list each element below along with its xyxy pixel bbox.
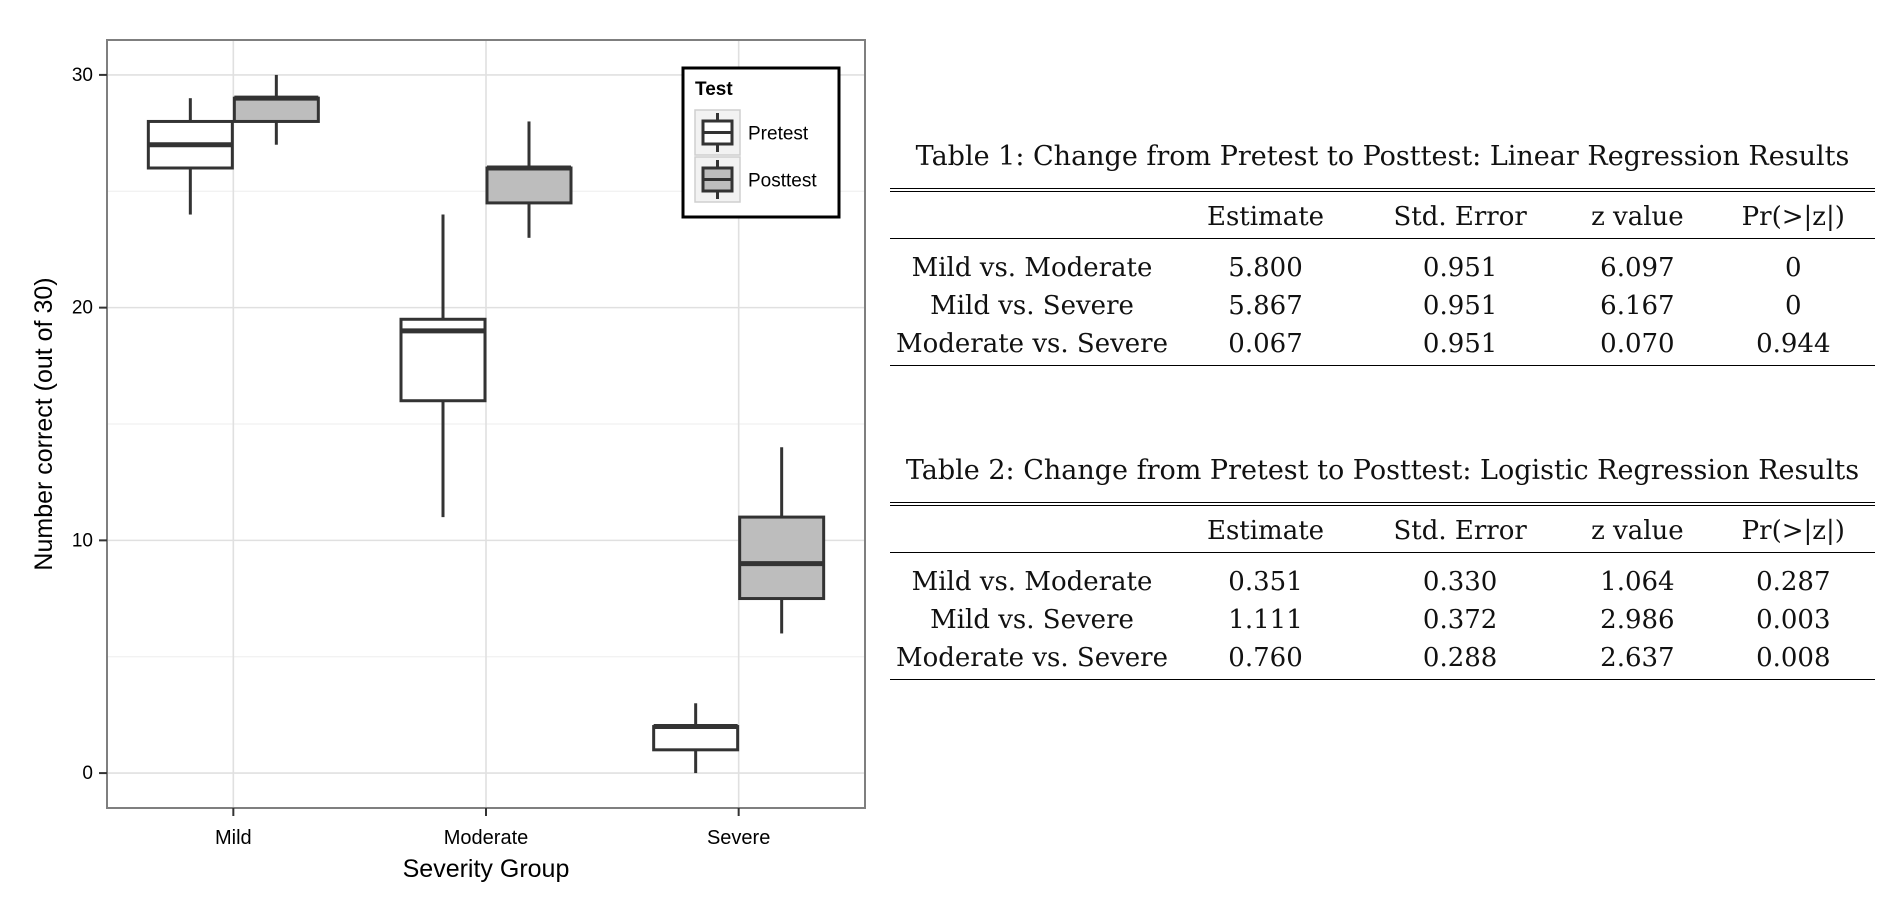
legend-entry-posttest: Posttest <box>694 156 817 203</box>
box-pretest-severe <box>652 703 740 774</box>
x-tick-label: Moderate <box>444 827 529 849</box>
table-cell: 6.167 <box>1600 291 1675 321</box>
box-posttest-severe <box>738 447 826 634</box>
table-row: Mild vs. Severe 1.111 0.372 2.986 0.003 <box>890 601 1875 639</box>
row-label: Moderate vs. Severe <box>896 643 1168 673</box>
table-cell: 6.097 <box>1600 253 1675 283</box>
row-label: Mild vs. Severe <box>930 605 1134 635</box>
legend-entry-pretest: Pretest <box>694 109 809 156</box>
table-cell: 0.287 <box>1756 567 1831 597</box>
table-cell: 0.351 <box>1228 567 1303 597</box>
header-cell: Estimate <box>1206 516 1325 546</box>
box-pretest-mild <box>146 98 234 215</box>
table-cell: 2.637 <box>1600 643 1675 673</box>
axes: 0 10 20 30 Mild Moderate Severe <box>72 65 770 849</box>
header-cell <box>890 190 1174 239</box>
header-cell: Pr(>|z|) <box>1741 516 1845 546</box>
box-body <box>232 96 320 123</box>
y-axis-label: Number correct (out of 30) <box>30 277 58 570</box>
table-cell: 0.288 <box>1422 643 1498 673</box>
results-table: Estimate Std. Error z value Pr(>|z|) Mil… <box>890 188 1875 366</box>
y-tick-label: 10 <box>72 530 93 551</box>
table-cell: 0 <box>1785 291 1802 321</box>
box-pretest-moderate <box>399 214 487 518</box>
table-cell: 0.944 <box>1756 329 1831 359</box>
y-tick-label: 0 <box>82 763 93 784</box>
header-cell: z value <box>1591 202 1684 232</box>
header-cell: Std. Error <box>1393 202 1527 232</box>
row-label: Mild vs. Moderate <box>911 253 1153 283</box>
table-row: Mild vs. Moderate 5.800 0.951 6.097 0 <box>890 239 1875 288</box>
table-cell: 5.800 <box>1228 253 1303 283</box>
table-cell: 0.372 <box>1422 605 1498 635</box>
table-cell: 0.070 <box>1600 329 1675 359</box>
header-cell: z value <box>1591 516 1684 546</box>
table-row: Moderate vs. Severe 0.760 0.288 2.637 0.… <box>890 639 1875 680</box>
y-tick-label: 20 <box>72 298 93 319</box>
table-cell: 5.867 <box>1228 291 1303 321</box>
table-cell: 0.760 <box>1228 643 1303 673</box>
box-body <box>738 515 826 601</box>
table-header-row: Estimate Std. Error z value Pr(>|z|) <box>890 504 1875 553</box>
box-posttest-moderate <box>485 121 573 238</box>
legend-label: Posttest <box>748 171 817 192</box>
x-tick-label: Severe <box>707 827 770 849</box>
legend-title: Test <box>695 79 733 100</box>
table-caption: Table 1: Change from Pretest to Posttest… <box>915 141 1850 172</box>
row-label: Mild vs. Moderate <box>911 567 1153 597</box>
results-tables: Table 1: Change from Pretest to Posttest… <box>890 140 1875 680</box>
box-body <box>485 166 573 205</box>
x-tick-label: Mild <box>215 827 252 849</box>
y-tick-label: 30 <box>72 65 93 86</box>
table-cell: 0.330 <box>1422 567 1498 597</box>
legend: Test Pretest Posttest <box>681 66 841 219</box>
header-cell: Estimate <box>1206 202 1325 232</box>
table-cell: 0.951 <box>1422 291 1498 321</box>
table-row: Mild vs. Moderate 0.351 0.330 1.064 0.28… <box>890 553 1875 602</box>
table-cell: 1.064 <box>1600 567 1675 597</box>
header-cell <box>890 504 1174 553</box>
table-cell: 1.111 <box>1228 605 1303 635</box>
x-axis-label: Severity Group <box>403 855 570 883</box>
table-1: Table 1: Change from Pretest to Posttest… <box>890 140 1875 366</box>
table-cell: 0.951 <box>1422 329 1498 359</box>
table-cell: 0.951 <box>1422 253 1498 283</box>
table-row: Moderate vs. Severe 0.067 0.951 0.070 0.… <box>890 325 1875 366</box>
header-cell: Pr(>|z|) <box>1741 202 1845 232</box>
results-table: Estimate Std. Error z value Pr(>|z|) Mil… <box>890 502 1875 680</box>
table-header-row: Estimate Std. Error z value Pr(>|z|) <box>890 190 1875 239</box>
header-cell: Std. Error <box>1393 516 1527 546</box>
box-posttest-mild <box>232 74 320 145</box>
box-series <box>146 74 826 774</box>
table-row: Mild vs. Severe 5.867 0.951 6.167 0 <box>890 287 1875 325</box>
table-cell: 0 <box>1785 253 1802 283</box>
row-label: Moderate vs. Severe <box>896 329 1168 359</box>
table-cell: 0.003 <box>1756 605 1831 635</box>
box-body <box>652 725 740 752</box>
table-cell: 0.067 <box>1228 329 1303 359</box>
table-cell: 0.008 <box>1756 643 1831 673</box>
legend-label: Pretest <box>748 124 809 145</box>
table-caption: Table 2: Change from Pretest to Posttest… <box>905 455 1860 486</box>
table-cell: 2.986 <box>1600 605 1675 635</box>
table-2: Table 2: Change from Pretest to Posttest… <box>890 454 1875 680</box>
row-label: Mild vs. Severe <box>930 291 1134 321</box>
boxplot-chart: 0 10 20 30 Mild Moderate Severe Severity Group… <box>30 39 866 883</box>
